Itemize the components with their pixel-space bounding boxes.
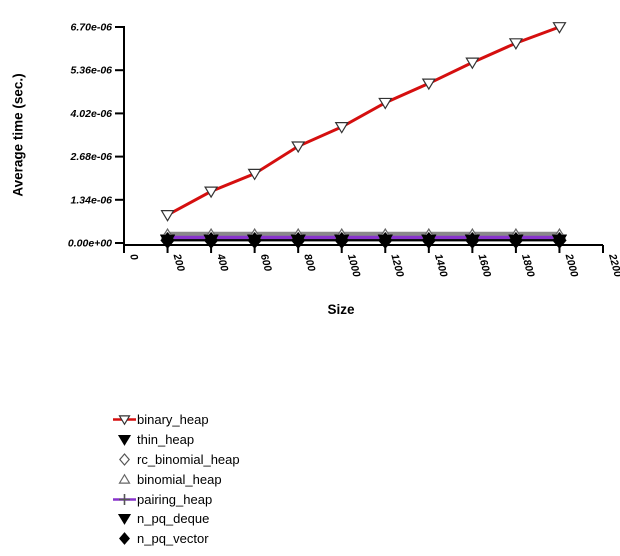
legend-marker-n_pq_deque [117, 514, 132, 526]
x-tick-label: 200 [170, 252, 186, 273]
y-tick-label: 5.36e-06 [71, 65, 113, 77]
legend-marker-thin_heap-icon [117, 435, 132, 447]
legend-marker-thin_heap [117, 435, 132, 447]
legend-item-thin_heap: thin_heap [113, 430, 240, 450]
x-tick-label: 1400 [432, 253, 450, 279]
legend-label-pairing_heap: pairing_heap [137, 491, 213, 507]
legend-marker-rc_binomial_heap-icon [119, 453, 130, 466]
legend-marker-n_pq_vector-icon [119, 532, 130, 546]
legend-marker-rc_binomial_heap [119, 453, 130, 466]
legend-label-binary_heap: binary_heap [137, 412, 209, 428]
legend-marker-binary_heap-icon [113, 415, 136, 426]
legend-label-thin_heap: thin_heap [137, 432, 195, 448]
x-tick-label: 600 [258, 253, 274, 273]
legend-marker-n_pq_deque-icon [117, 514, 132, 526]
marker-binary_heap [552, 22, 567, 34]
marker-binary_heap [334, 122, 349, 134]
legend-label-n_pq_vector: n_pq_vector [137, 531, 209, 547]
marker-n_pq_vector [203, 231, 219, 249]
marker-binary_heap [247, 168, 262, 181]
x-tick-label: 0 [127, 253, 140, 262]
legend-marker-binary_heap [118, 415, 131, 426]
marker-n_pq_vector [160, 231, 175, 249]
legend-item-n_pq_vector: n_pq_vector [113, 529, 240, 549]
legend-label-binomial_heap: binomial_heap [137, 471, 222, 487]
x-tick-label: 1000 [345, 253, 363, 279]
legend-label-rc_binomial_heap: rc_binomial_heap [137, 451, 240, 467]
marker-n_pq_vector [291, 231, 306, 249]
series-line-binary_heap [166, 25, 560, 217]
legend-marker-pairing_heap-icon [113, 493, 136, 505]
legend-item-n_pq_deque: n_pq_deque [113, 509, 240, 529]
y-tick-label: 1.34e-06 [71, 194, 113, 206]
legend-marker-binomial_heap [118, 473, 131, 484]
x-tick-label: 400 [214, 252, 230, 273]
marker-n_pq_vector [334, 231, 349, 249]
series-markers-binary_heap [160, 22, 567, 222]
y-tick-label: 6.70e-06 [71, 22, 113, 34]
series-markers-n_pq_vector [160, 231, 567, 249]
marker-n_pq_vector [421, 231, 436, 249]
legend-item-binary_heap: binary_heap [113, 410, 240, 430]
legend-marker-n_pq_vector [119, 532, 130, 546]
marker-n_pq_vector [247, 231, 262, 249]
marker-binary_heap [160, 210, 175, 222]
marker-n_pq_vector [552, 231, 567, 249]
marker-binary_heap [421, 78, 436, 91]
y-tick-label: 0.00e+00 [68, 238, 112, 250]
legend-item-binomial_heap: binomial_heap [113, 469, 240, 489]
marker-n_pq_vector [508, 231, 524, 249]
legend-item-pairing_heap: pairing_heap [113, 489, 240, 509]
plot-area: 0.00e+00 1.34e-06 2.68e-06 4.02e-06 5.36e-06… [68, 22, 620, 279]
x-tick-label: 2000 [562, 252, 580, 279]
x-tick-label: 1600 [475, 253, 493, 279]
x-tick-label: 1800 [519, 253, 537, 279]
x-tick-label: 2200 [606, 252, 620, 279]
marker-binary_heap [204, 186, 219, 199]
x-tick-label: 800 [301, 253, 317, 273]
y-tick-label: 4.02e-06 [70, 108, 113, 120]
x-tick-label: 1200 [388, 253, 406, 279]
marker-binary_heap [508, 38, 523, 50]
legend-label-n_pq_deque: n_pq_deque [137, 511, 210, 527]
marker-n_pq_vector [378, 231, 393, 249]
marker-n_pq_vector [465, 231, 480, 249]
marker-binary_heap [291, 141, 306, 154]
y-tick-label: 2.68e-06 [70, 151, 113, 163]
marker-binary_heap [465, 57, 480, 70]
legend-item-rc_binomial_heap: rc_binomial_heap [113, 450, 240, 470]
x-axis-title: Size [327, 302, 355, 317]
marker-binary_heap [378, 97, 393, 110]
legend-marker-binomial_heap-icon [118, 473, 131, 484]
